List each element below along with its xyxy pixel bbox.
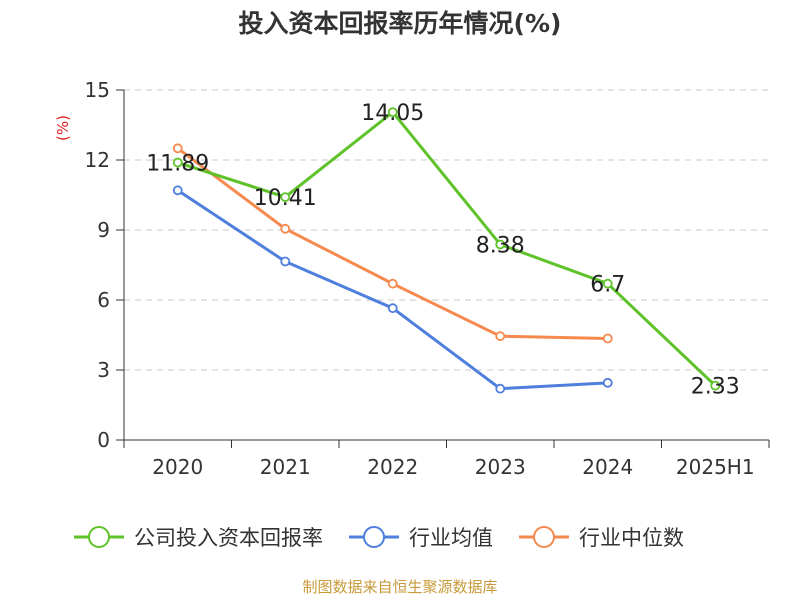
series-line (176, 189, 608, 391)
data-label: 11.89 (146, 152, 209, 177)
y-unit-label: (%) (54, 115, 72, 141)
grid-lines (124, 89, 769, 371)
legend-label: 行业中位数 (579, 526, 684, 550)
data-label: 2.33 (691, 375, 740, 400)
data-point (172, 185, 183, 196)
data-point (387, 303, 398, 314)
legend-marker (88, 526, 110, 548)
data-point (602, 333, 613, 344)
x-tick-label: 2020 (152, 455, 203, 479)
x-tick-label: 2023 (475, 455, 526, 479)
legend[interactable]: 公司投入资本回报率 行业均值 行业中位数 (74, 526, 684, 550)
y-tick-label: 9 (97, 218, 110, 242)
source-note: 制图数据来自恒生聚源数据库 (302, 578, 498, 596)
data-point (495, 331, 506, 342)
x-tick-label: 2024 (582, 455, 633, 479)
data-point (172, 157, 183, 168)
axes: 0 3 6 9 12 15 (%) 2020 2021 2022 2023 2024 2025H1 (54, 78, 770, 479)
y-tick-label: 15 (85, 78, 110, 102)
data-label: 14.05 (361, 101, 424, 126)
data-label: 6.7 (590, 273, 625, 298)
x-tick-label: 2021 (260, 455, 311, 479)
x-tick-label: 2025H1 (676, 455, 755, 479)
data-labels: 11.89 10.41 14.05 8.38 6.7 2.33 (146, 101, 739, 399)
data-point (280, 192, 291, 203)
legend-marker (533, 526, 555, 548)
chart-title: 投入资本回报率历年情况(%) (238, 9, 562, 38)
data-point (387, 278, 398, 289)
legend-label: 行业均值 (409, 526, 493, 550)
series-lines (172, 107, 721, 394)
legend-item[interactable]: 行业中位数 (519, 526, 684, 550)
y-tick-label: 6 (97, 288, 110, 312)
series-line (177, 110, 717, 387)
data-label: 8.38 (476, 233, 525, 258)
legend-item[interactable]: 行业均值 (349, 526, 493, 550)
data-point (387, 107, 398, 118)
y-tick-label: 3 (97, 358, 110, 382)
data-point (602, 377, 613, 388)
data-point (172, 143, 183, 154)
data-point (495, 239, 506, 250)
data-point (495, 383, 506, 394)
data-point (710, 380, 721, 391)
data-label: 10.41 (254, 186, 317, 211)
legend-label: 公司投入资本回报率 (134, 526, 323, 550)
y-tick-label: 0 (97, 428, 110, 452)
y-tick-label: 12 (85, 148, 110, 172)
x-tick-label: 2022 (367, 455, 418, 479)
data-point (280, 223, 291, 234)
data-point (602, 278, 613, 289)
data-point (280, 256, 291, 267)
legend-item[interactable]: 公司投入资本回报率 (74, 526, 323, 550)
legend-marker (363, 526, 385, 548)
